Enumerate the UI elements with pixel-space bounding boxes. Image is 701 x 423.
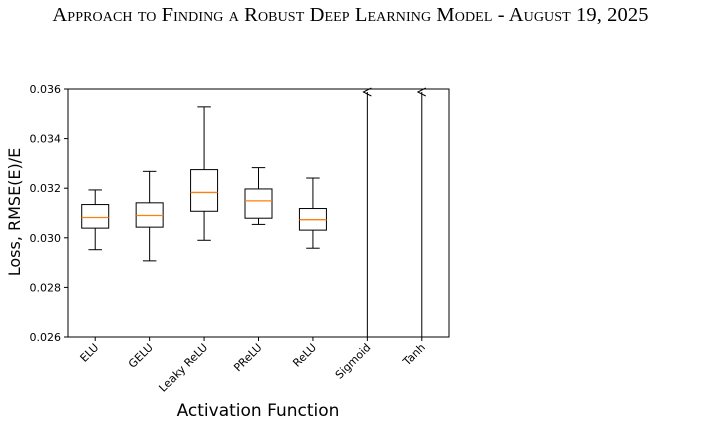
x-tick-label: GELU bbox=[126, 341, 156, 371]
running-title: Approach to Finding a Robust Deep Learni… bbox=[52, 4, 649, 26]
box-prelu bbox=[244, 167, 273, 225]
box-elu bbox=[81, 189, 110, 251]
y-tick-label: 0.026 bbox=[30, 331, 62, 344]
x-tick-label: ELU bbox=[78, 341, 102, 365]
iqr-box bbox=[81, 204, 110, 229]
x-tick-label: Tanh bbox=[400, 341, 428, 369]
box-relu bbox=[298, 177, 327, 249]
y-tick-label: 0.034 bbox=[30, 133, 62, 146]
y-tick-label: 0.028 bbox=[30, 281, 62, 294]
y-tick-label: 0.032 bbox=[30, 182, 62, 195]
x-axis-label: Activation Function bbox=[177, 401, 340, 421]
box-leaky-relu bbox=[190, 106, 219, 241]
x-tick-label: PReLU bbox=[231, 341, 264, 374]
plot-area bbox=[68, 89, 449, 337]
x-tick-label: ReLU bbox=[290, 341, 319, 370]
y-tick-label: 0.036 bbox=[30, 83, 62, 96]
y-tick-label: 0.030 bbox=[30, 232, 62, 245]
x-tick-label: Leaky ReLU bbox=[156, 341, 210, 395]
iqr-box bbox=[244, 188, 273, 219]
box-gelu bbox=[135, 170, 164, 262]
x-tick-label: Sigmoid bbox=[333, 341, 374, 382]
y-axis-label: Loss, RMSE(E)/E bbox=[5, 148, 24, 277]
iqr-box bbox=[190, 169, 219, 212]
